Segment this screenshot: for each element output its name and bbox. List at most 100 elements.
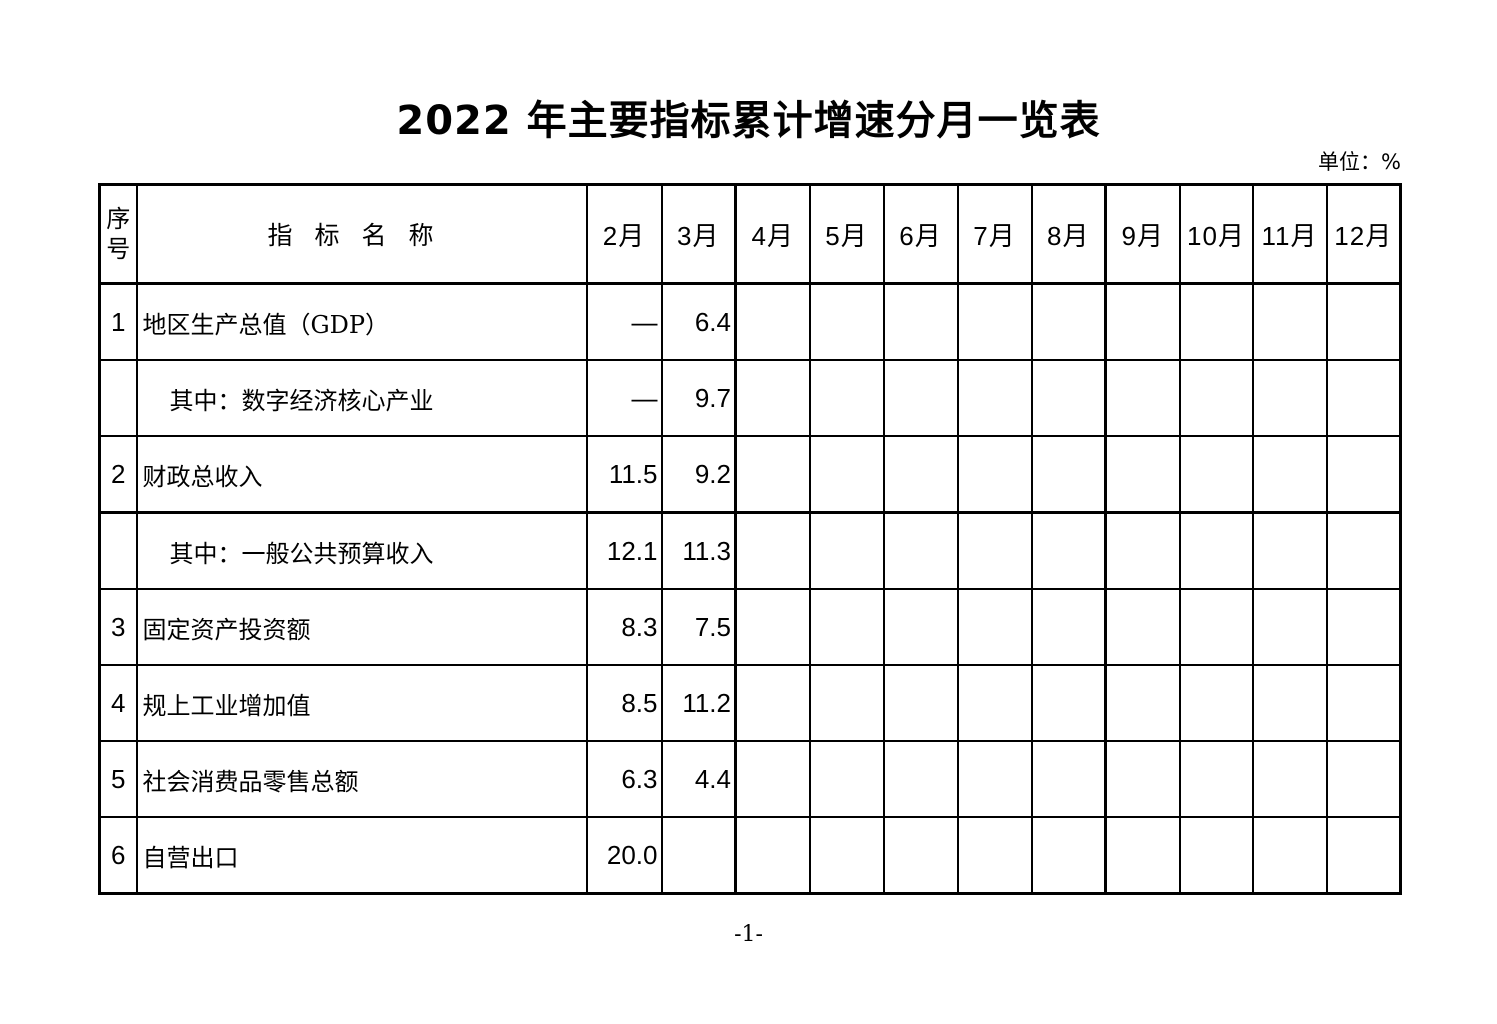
row-value <box>1325 511 1402 590</box>
row-seq: 3 <box>98 588 138 666</box>
table-row: 1 地区生产总值（GDP） —6.4 <box>98 282 1402 361</box>
row-name: 自营出口 <box>135 816 588 895</box>
row-value <box>882 435 959 514</box>
header-seq: 序号 <box>98 183 138 285</box>
row-value <box>882 359 959 437</box>
row-name: 其中：数字经济核心产业 <box>135 359 588 437</box>
row-value <box>1251 664 1328 742</box>
row-value <box>1325 359 1402 437</box>
row-value <box>1251 511 1328 590</box>
document-title: 2022 年主要指标累计增速分月一览表 <box>396 98 1101 144</box>
row-value <box>1030 816 1107 895</box>
row-value: 6.4 <box>660 282 737 361</box>
table-row: 6 自营出口 20.0 <box>98 816 1402 895</box>
row-name: 规上工业增加值 <box>135 664 588 742</box>
row-value <box>660 816 737 895</box>
row-value <box>1178 511 1254 590</box>
header-month: 10月 <box>1178 183 1254 285</box>
header-month: 9月 <box>1104 183 1181 285</box>
row-value <box>808 282 885 361</box>
row-value <box>1325 740 1402 818</box>
row-value <box>956 816 1033 895</box>
table-row: 2 财政总收入 11.5 9.2 <box>98 435 1402 514</box>
row-value <box>1104 435 1181 514</box>
row-value <box>1251 359 1328 437</box>
row-value <box>734 816 811 895</box>
row-value: 8.3 <box>585 588 663 666</box>
row-value <box>734 435 811 514</box>
row-name: 财政总收入 <box>135 435 588 514</box>
table-row: 5 社会消费品零售总额 6.3 4.4 <box>98 740 1402 818</box>
row-value <box>808 816 885 895</box>
row-value <box>1104 588 1181 666</box>
row-value <box>1104 816 1181 895</box>
header-row: 序号 指标名称 2月 3月 4月 5月 6月 7月 8月 9月 10月 11月 12月 <box>98 183 1402 285</box>
row-value <box>1104 511 1181 590</box>
row-name: 社会消费品零售总额 <box>135 740 588 818</box>
row-value <box>1030 282 1107 361</box>
row-value <box>1178 816 1254 895</box>
row-seq: 6 <box>98 816 138 895</box>
row-value <box>1030 588 1107 666</box>
row-value <box>956 511 1033 590</box>
header-month: 3月 <box>660 183 737 285</box>
row-value <box>734 359 811 437</box>
row-value <box>1325 435 1402 514</box>
row-value <box>808 511 885 590</box>
row-value <box>1325 282 1402 361</box>
row-value <box>1104 282 1181 361</box>
row-name: 固定资产投资额 <box>135 588 588 666</box>
page-number: -1- <box>734 922 763 947</box>
row-value <box>882 664 959 742</box>
row-value: 11.5 <box>585 435 663 514</box>
row-seq: 1 <box>98 282 138 361</box>
header-month: 2月 <box>585 183 663 285</box>
header-month: 8月 <box>1030 183 1107 285</box>
row-value <box>882 588 959 666</box>
row-seq: 5 <box>98 740 138 818</box>
row-value <box>808 359 885 437</box>
row-value <box>734 664 811 742</box>
row-seq <box>98 359 138 437</box>
header-month: 5月 <box>808 183 885 285</box>
row-value <box>956 435 1033 514</box>
header-month: 11月 <box>1251 183 1328 285</box>
row-value <box>1178 740 1254 818</box>
row-value <box>1325 664 1402 742</box>
row-value: 9.2 <box>660 435 737 514</box>
row-seq: 4 <box>98 664 138 742</box>
row-value <box>1104 740 1181 818</box>
header-month: 7月 <box>956 183 1033 285</box>
row-value <box>1104 359 1181 437</box>
row-value: 7.5 <box>660 588 737 666</box>
row-value <box>882 511 959 590</box>
row-value <box>1030 511 1107 590</box>
row-value <box>1030 359 1107 437</box>
row-value <box>734 740 811 818</box>
row-value <box>956 359 1033 437</box>
row-value <box>1178 359 1254 437</box>
row-value: 11.3 <box>660 511 737 590</box>
row-value <box>734 588 811 666</box>
row-value <box>882 740 959 818</box>
row-value <box>956 588 1033 666</box>
header-name: 指标名称 <box>135 183 588 285</box>
row-value: 8.5 <box>585 664 663 742</box>
row-seq <box>98 511 138 590</box>
row-value <box>1178 282 1254 361</box>
row-value <box>956 740 1033 818</box>
table-row: 4 规上工业增加值 8.5 11.2 <box>98 664 1402 742</box>
row-name: 其中：一般公共预算收入 <box>135 511 588 590</box>
row-value: 12.1 <box>585 511 663 590</box>
row-value <box>1178 664 1254 742</box>
row-seq: 2 <box>98 435 138 514</box>
row-value: 11.2 <box>660 664 737 742</box>
table-row: 其中：数字经济核心产业 —9.7 <box>98 359 1402 437</box>
row-value <box>882 282 959 361</box>
row-name: 地区生产总值（GDP） <box>135 282 588 361</box>
row-value <box>734 511 811 590</box>
indicator-table: 序号 指标名称 2月 3月 4月 5月 6月 7月 8月 9月 10月 11月 12月 1 地区生产总… <box>98 183 1402 895</box>
row-value <box>808 435 885 514</box>
header-month: 12月 <box>1325 183 1402 285</box>
row-value <box>882 816 959 895</box>
